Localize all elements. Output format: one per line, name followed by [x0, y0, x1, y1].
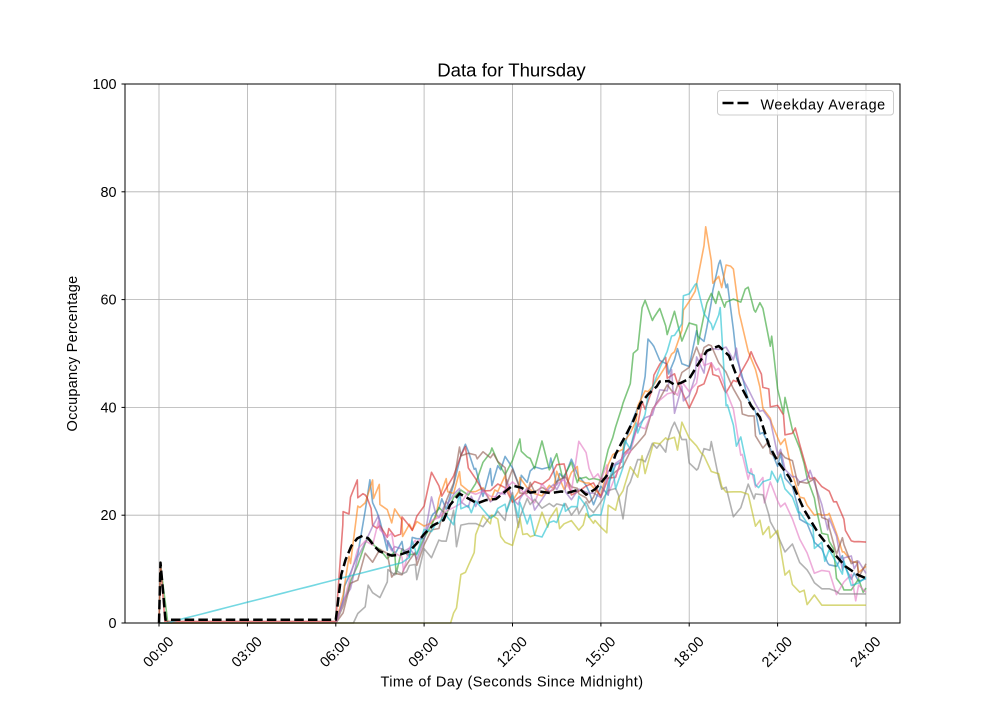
- svg-text:40: 40: [100, 400, 116, 416]
- svg-text:Weekday Average: Weekday Average: [761, 98, 886, 114]
- svg-text:60: 60: [100, 293, 116, 309]
- svg-text:Time of Day (Seconds Since Mid: Time of Day (Seconds Since Midnight): [380, 675, 643, 691]
- svg-text:80: 80: [100, 185, 116, 201]
- svg-text:Occupancy Percentage: Occupancy Percentage: [65, 276, 81, 432]
- svg-text:20: 20: [100, 508, 116, 524]
- svg-text:100: 100: [92, 77, 116, 93]
- svg-text:0: 0: [108, 616, 116, 632]
- svg-text:Data for Thursday: Data for Thursday: [437, 60, 586, 81]
